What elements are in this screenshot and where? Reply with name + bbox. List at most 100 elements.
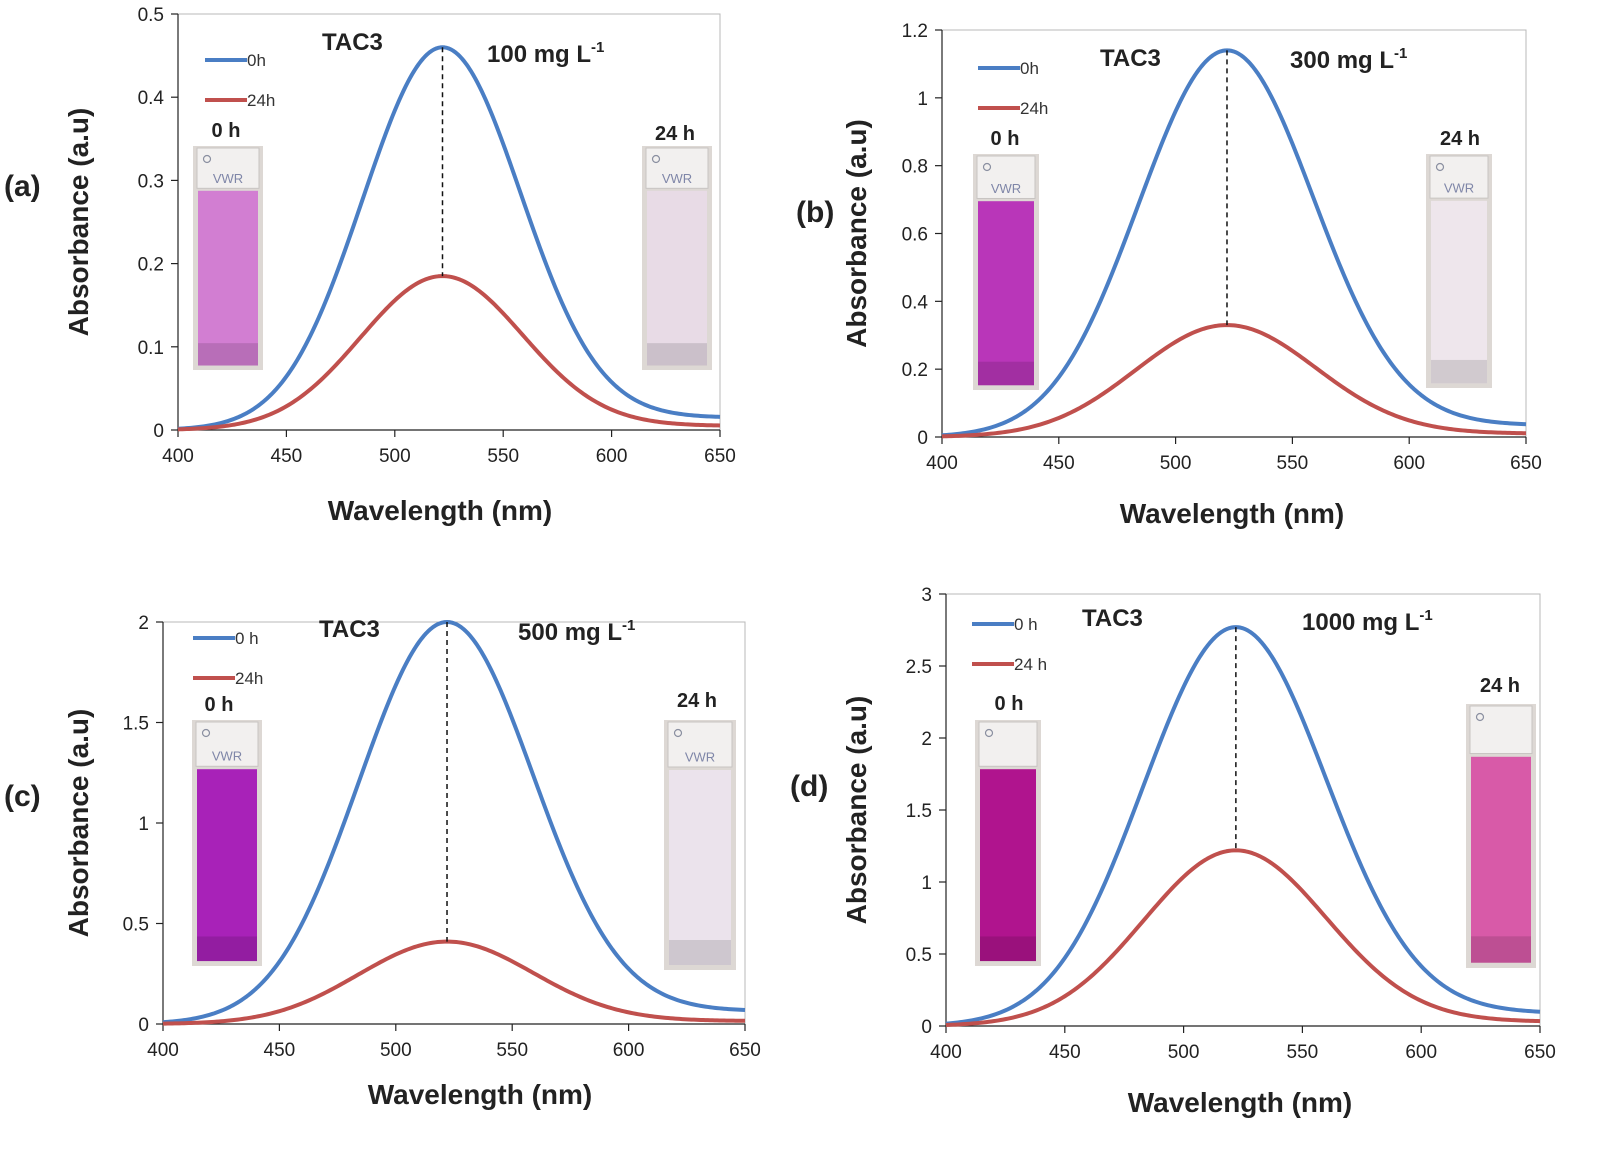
concentration-label: 300 mg L-1 [1290,45,1407,74]
panel-label: (a) [4,170,41,203]
cuvette-bottom-shade [669,940,731,965]
y-tick-label: 2.5 [906,657,932,678]
cuvette-mark-icon [1475,712,1485,722]
spectrum-line-24h [162,939,746,1026]
spectrum-line-0h [177,45,721,431]
chart-panel-4: 400 450 500 550 600 650 0 0.5 1 1.5 2 2.5 3 Wavelengt… [790,585,1556,1118]
y-tick-label: 2 [138,613,149,634]
y-axis-label: Absorbance (a.u) [841,696,872,925]
x-axis-label: Wavelength (nm) [1128,1087,1353,1118]
cuvette-cap [196,147,260,189]
cuvette-liquid [197,769,257,962]
cuvette-mark-icon [982,162,992,172]
y-tick-label: 1 [921,873,932,894]
y-tick-label: 0 [153,421,164,442]
legend-label: 24h [247,91,275,110]
x-tick-label: 600 [596,446,628,467]
cuvette-liquid [647,190,707,366]
inset-label-0h: 0 h [205,694,234,716]
concentration-text: 300 mg L [1290,47,1394,74]
cuvette-24h-image: VWR [642,146,712,370]
cuvette-bottom-shade [197,936,257,962]
x-tick-label: 550 [1287,1042,1319,1063]
cuvette-cap [645,147,709,189]
cuvette-mark-icon [201,728,211,738]
concentration-exponent: -1 [1419,607,1432,624]
x-tick-label: 450 [264,1040,296,1061]
x-tick-label: 500 [379,446,411,467]
x-axis-label: Wavelength (nm) [1120,498,1345,529]
x-axis-label: Wavelength (nm) [368,1079,593,1110]
legend-label: 24 h [1014,655,1047,674]
legend-label: 0 h [1014,615,1038,634]
concentration-label: 100 mg L-1 [487,39,604,68]
y-tick-label: 0 [921,1017,932,1038]
x-tick-label: 500 [380,1040,412,1061]
y-tick-label: 0.1 [138,338,164,359]
cuvette-bottom-shade [198,343,258,366]
y-tick-label: 0.2 [902,360,928,381]
cuvette-24h-image: VWR [664,720,736,970]
cuvette-24h-image [1466,704,1536,968]
chart-panel-3: 400 450 500 550 600 650 0 0.5 1 1.5 2 Wavelength (n… [4,613,761,1110]
spectrum-line-0h [162,620,746,1025]
cuvette-mark-icon [651,154,661,164]
x-tick-label: 500 [1168,1042,1200,1063]
legend-label: 24h [235,669,263,688]
cuvette-mark-icon [202,154,212,164]
cuvette-0h-image [975,720,1041,966]
y-tick-label: 1 [917,89,928,110]
sample-name: TAC3 [1100,45,1161,72]
y-tick-label: 0 [138,1015,149,1036]
concentration-exponent: -1 [591,39,604,56]
cuvette-liquid [1471,756,1531,963]
y-tick-label: 0.8 [902,157,928,178]
spectrum-line-24h [945,848,1541,1027]
inset-label-24h: 24 h [1480,675,1520,697]
sample-name: TAC3 [319,616,380,643]
y-axis-label: Absorbance (a.u) [63,108,94,337]
x-tick-label: 600 [613,1040,645,1061]
panel-label: (d) [790,770,828,803]
x-tick-label: 550 [487,446,519,467]
legend-label: 0h [1020,59,1039,78]
y-tick-label: 0.5 [138,5,164,26]
inset-label-24h: 24 h [1440,128,1480,150]
cuvette-0h-image: VWR [192,720,262,966]
cuvette-0h-image: VWR [973,154,1039,390]
y-axis-label: Absorbance (a.u) [63,709,94,938]
concentration-label: 500 mg L-1 [518,617,635,646]
cuvette-mark-icon [673,728,683,738]
spectrum-line-0h [945,625,1541,1026]
x-axis-label: Wavelength (nm) [328,495,553,526]
x-tick-label: 600 [1405,1042,1437,1063]
concentration-text: 1000 mg L [1302,609,1419,636]
cuvette-brand-text: VWR [213,171,243,186]
y-tick-label: 0.2 [138,255,164,276]
concentration-label: 1000 mg L-1 [1302,607,1433,636]
spectrum-line-24h [177,274,721,432]
y-tick-label: 2 [921,729,932,750]
cuvette-cap [978,721,1038,767]
cuvette-liquid [980,769,1036,962]
x-tick-label: 450 [1049,1042,1081,1063]
cuvette-mark-icon [1435,162,1445,172]
y-tick-label: 1.5 [906,801,932,822]
cuvette-brand-text: VWR [662,171,692,186]
x-tick-label: 650 [1510,453,1542,474]
inset-label-24h: 24 h [655,123,695,145]
cuvette-bottom-shade [647,343,707,366]
y-tick-label: 1.5 [123,714,149,735]
y-tick-label: 1 [138,814,149,835]
y-axis-label: Absorbance (a.u) [841,119,872,348]
cuvette-mark-icon [984,728,994,738]
x-tick-label: 450 [271,446,303,467]
spectrum-line-0h [941,48,1527,438]
x-tick-label: 400 [162,446,194,467]
x-tick-label: 550 [496,1040,528,1061]
x-tick-label: 400 [147,1040,179,1061]
x-tick-label: 450 [1043,453,1075,474]
legend-label: 0 h [235,629,259,648]
cuvette-liquid [669,770,731,965]
